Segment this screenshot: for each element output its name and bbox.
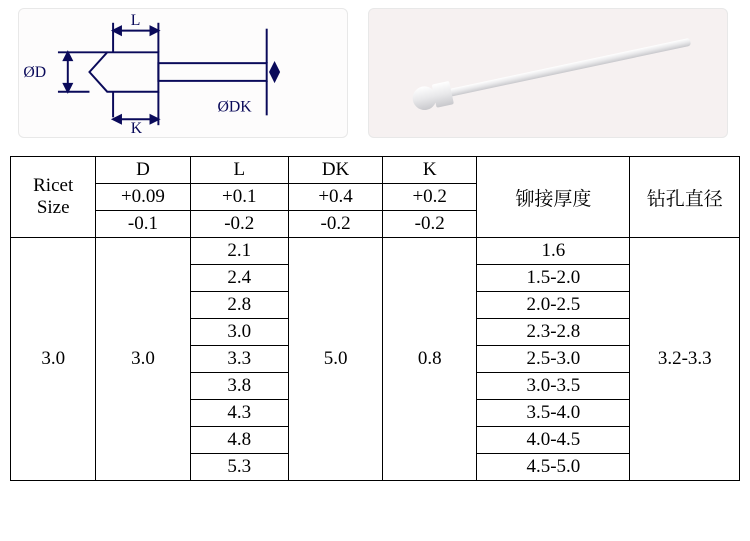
tol-dk-lo: -0.2 bbox=[289, 211, 383, 238]
cell-grip: 4.0-4.5 bbox=[477, 427, 630, 454]
cell-l: 2.4 bbox=[190, 265, 289, 292]
cell-l: 4.8 bbox=[190, 427, 289, 454]
cell-l: 2.8 bbox=[190, 292, 289, 319]
tol-k-hi: +0.2 bbox=[383, 184, 477, 211]
cell-grip: 2.5-3.0 bbox=[477, 346, 630, 373]
cell-d: 3.0 bbox=[96, 238, 190, 481]
tol-k-lo: -0.2 bbox=[383, 211, 477, 238]
cell-dk: 5.0 bbox=[289, 238, 383, 481]
cell-l: 2.1 bbox=[190, 238, 289, 265]
cell-l: 3.3 bbox=[190, 346, 289, 373]
cell-grip: 1.6 bbox=[477, 238, 630, 265]
header-dk: DK bbox=[289, 157, 383, 184]
diagram-label-k: K bbox=[131, 120, 143, 137]
header-k: K bbox=[383, 157, 477, 184]
tol-l-lo: -0.2 bbox=[190, 211, 289, 238]
cell-grip: 2.0-2.5 bbox=[477, 292, 630, 319]
cell-l: 5.3 bbox=[190, 454, 289, 481]
diagram-label-l: L bbox=[131, 12, 141, 29]
cell-l: 3.8 bbox=[190, 373, 289, 400]
diagram-label-d: ØD bbox=[23, 64, 46, 81]
table-header-row-1: Ricet Size D L DK K 铆接厚度 钻孔直径 bbox=[11, 157, 740, 184]
cell-grip: 2.3-2.8 bbox=[477, 319, 630, 346]
table-row: 3.03.02.15.00.81.63.2-3.3 bbox=[11, 238, 740, 265]
cell-grip: 4.5-5.0 bbox=[477, 454, 630, 481]
rivet-photo-panel bbox=[368, 8, 728, 138]
diagram-label-dk: ØDK bbox=[217, 98, 252, 115]
header-size: Ricet Size bbox=[11, 157, 96, 238]
cell-hole: 3.2-3.3 bbox=[630, 238, 740, 481]
tol-d-lo: -0.1 bbox=[96, 211, 190, 238]
tol-dk-hi: +0.4 bbox=[289, 184, 383, 211]
header-l: L bbox=[190, 157, 289, 184]
cell-size: 3.0 bbox=[11, 238, 96, 481]
spec-table: Ricet Size D L DK K 铆接厚度 钻孔直径 +0.09 +0.1… bbox=[10, 156, 740, 481]
cell-grip: 3.0-3.5 bbox=[477, 373, 630, 400]
cell-grip: 1.5-2.0 bbox=[477, 265, 630, 292]
tol-d-hi: +0.09 bbox=[96, 184, 190, 211]
cell-grip: 3.5-4.0 bbox=[477, 400, 630, 427]
header-d: D bbox=[96, 157, 190, 184]
rivet-diagram-panel: L ØD ØDK K bbox=[18, 8, 348, 138]
header-grip: 铆接厚度 bbox=[477, 157, 630, 238]
rivet-diagram-svg: L ØD ØDK K bbox=[19, 9, 347, 137]
image-row: L ØD ØDK K bbox=[8, 8, 742, 138]
tol-l-hi: +0.1 bbox=[190, 184, 289, 211]
cell-k: 0.8 bbox=[383, 238, 477, 481]
rivet-photo-svg bbox=[369, 9, 727, 137]
header-hole: 钻孔直径 bbox=[630, 157, 740, 238]
cell-l: 4.3 bbox=[190, 400, 289, 427]
cell-l: 3.0 bbox=[190, 319, 289, 346]
